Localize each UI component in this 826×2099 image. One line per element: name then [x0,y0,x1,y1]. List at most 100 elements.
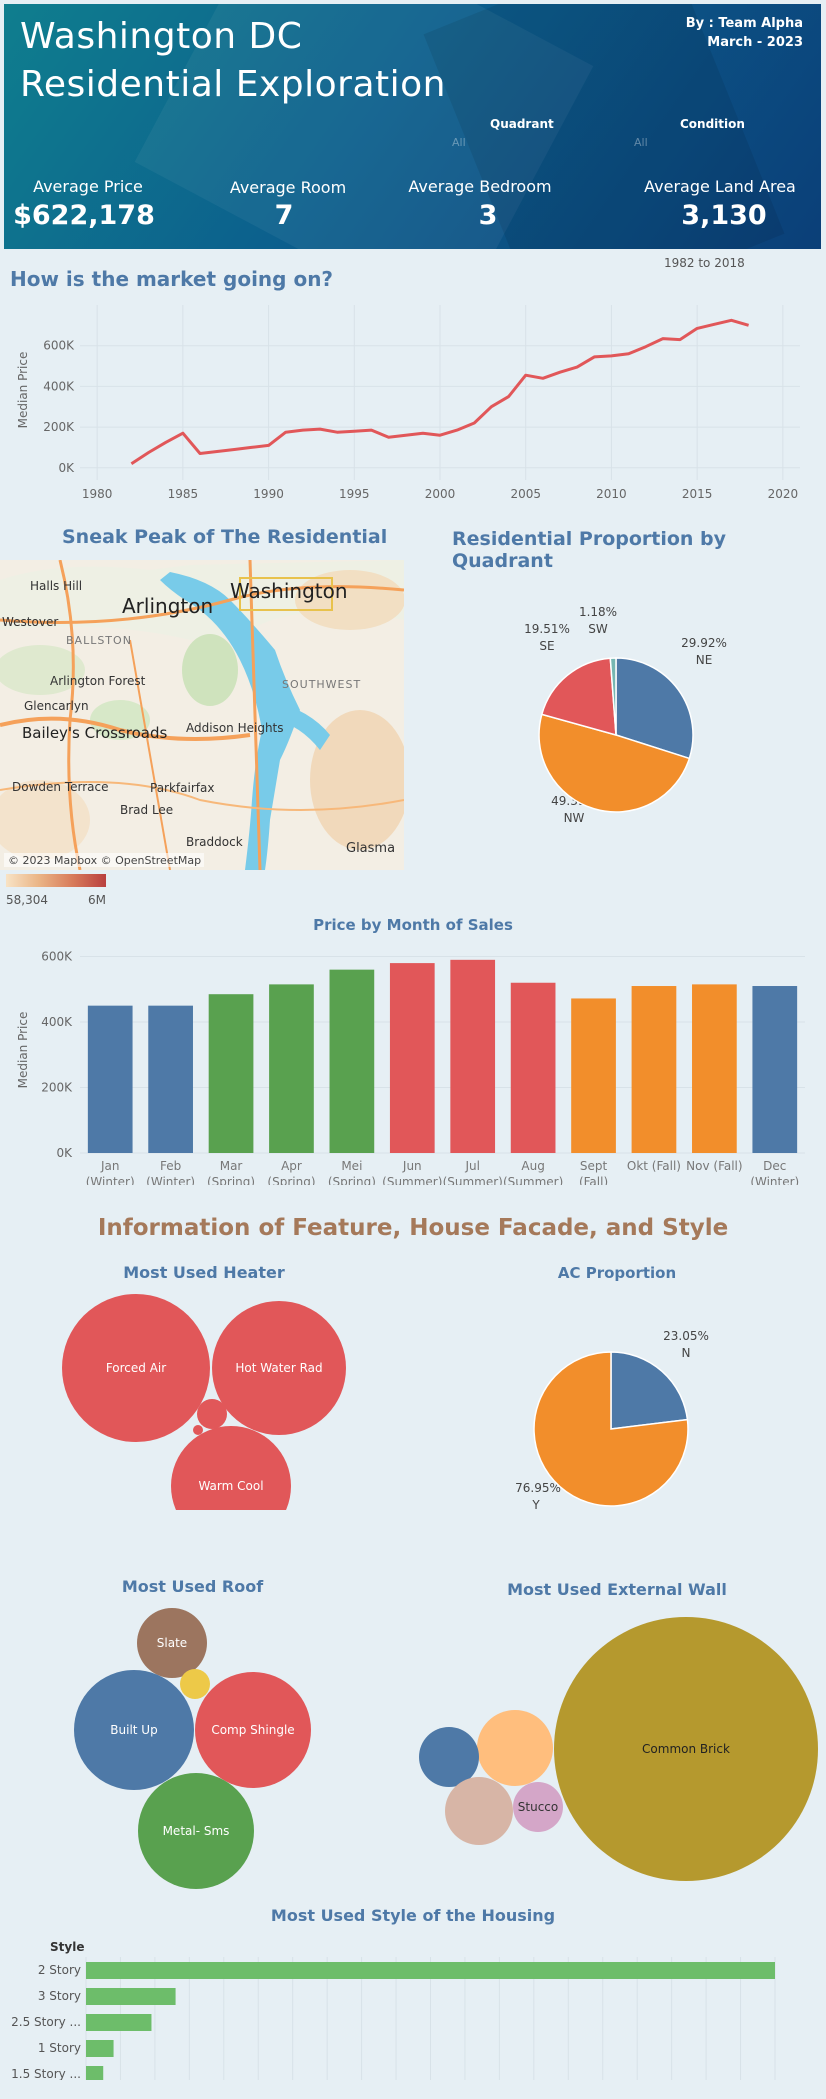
median-price-line[interactable] [130,318,750,465]
ac-slice-n[interactable] [610,1351,689,1430]
bubble-hot-water-rad[interactable] [212,1301,346,1435]
line-point[interactable] [455,428,460,433]
line-point[interactable] [472,421,477,426]
month-bar[interactable] [87,1005,133,1153]
style-bar[interactable] [86,2014,152,2031]
bubble-warm-cool[interactable] [171,1426,291,1510]
bubble-heater-small-2[interactable] [193,1425,203,1435]
line-point[interactable] [420,431,425,436]
bubble-built-up[interactable] [74,1670,194,1790]
month-bar[interactable] [571,998,616,1153]
line-point[interactable] [146,450,151,455]
year-range-label[interactable]: 1982 to 2018 [664,256,745,270]
line-point[interactable] [729,318,734,323]
line-point[interactable] [300,428,305,433]
residential-map[interactable]: Washington Arlington Halls Hill Westover… [0,560,404,870]
filter-quadrant-dropdown[interactable]: All [452,136,466,149]
line-point[interactable] [215,449,220,454]
line-point[interactable] [626,351,631,356]
map-label-braddock: Braddock [186,835,243,849]
line-point[interactable] [660,336,665,341]
bubble-slate[interactable] [137,1608,207,1678]
line-point[interactable] [180,431,185,436]
line-point[interactable] [232,447,237,452]
line-point[interactable] [369,428,374,433]
map-label-parkfairfax: Parkfairfax [150,781,214,795]
pie-label-ne-name: NE [696,653,713,667]
map-title: Sneak Peak of The Residential [62,526,388,548]
style-bar[interactable] [86,2040,114,2057]
ac-slice-y[interactable] [533,1351,689,1507]
line-point[interactable] [746,323,751,328]
style-bar[interactable] [86,1962,775,1979]
quadrant-slice-nw[interactable] [538,713,691,813]
bubble-roof-small[interactable] [180,1669,210,1699]
line-point[interactable] [712,322,717,327]
quadrant-slice-sw[interactable] [609,657,617,736]
line-point[interactable] [609,353,614,358]
ac-label-n-name: N [682,1346,691,1360]
month-bar[interactable] [450,959,496,1153]
style-bar[interactable] [86,2066,104,2080]
line-point[interactable] [266,443,271,448]
author-label: By : Team Alpha [685,16,803,31]
bubble-wall-tan[interactable] [445,1777,513,1845]
month-bar[interactable] [389,963,435,1153]
line-point[interactable] [678,337,683,342]
bubble-heater-small-1[interactable] [197,1399,227,1429]
month-bar[interactable] [752,986,798,1153]
line-point[interactable] [695,326,700,331]
filter-condition-dropdown[interactable]: All [634,136,648,149]
month-bar[interactable] [208,994,254,1153]
style-bar[interactable] [86,1988,176,2005]
month-bar[interactable] [329,969,375,1153]
month-bar[interactable] [631,986,677,1153]
line-point[interactable] [558,370,563,375]
line-point[interactable] [129,461,134,466]
quadrant-slice-se[interactable] [540,657,617,737]
month-bar[interactable] [148,1005,193,1153]
bubble-wall-orange[interactable] [477,1710,553,1786]
bubble-comp-shingle[interactable] [195,1672,311,1788]
line-point[interactable] [643,344,648,349]
month-bar[interactable] [692,984,737,1153]
line-point[interactable] [575,365,580,370]
line-point[interactable] [283,430,288,435]
line-chart-xtick: 1985 [168,487,199,501]
line-point[interactable] [438,433,443,438]
month-bar[interactable] [510,982,556,1153]
line-point[interactable] [198,451,203,456]
line-point[interactable] [352,429,357,434]
line-point[interactable] [318,427,323,432]
bubble-metal-sms[interactable] [138,1773,254,1889]
line-point[interactable] [489,404,494,409]
style-row-label: 2 Story [38,1963,81,1977]
line-chart-xtick: 2015 [682,487,713,501]
kpi-average-land-area-value: 3,130 [681,200,767,231]
line-point[interactable] [163,440,168,445]
bubble-wall-blue[interactable] [419,1727,479,1787]
line-point[interactable] [403,433,408,438]
month-bar[interactable] [269,984,314,1153]
line-point[interactable] [523,373,528,378]
line-point[interactable] [335,430,340,435]
bubble-common-brick[interactable] [554,1617,818,1881]
line-point[interactable] [506,394,511,399]
pie-label-se-name: SE [539,639,554,653]
heater-title: Most Used Heater [123,1263,285,1282]
line-chart-ytick: 200K [43,420,75,434]
line-point[interactable] [249,445,254,450]
style-row-label: 1.5 Story ... [11,2067,81,2080]
bubble-stucco[interactable] [513,1782,563,1832]
line-point[interactable] [386,435,391,440]
month-chart-title: Price by Month of Sales [313,916,513,934]
month-xtick: Aug [521,1159,544,1173]
month-chart-ytick: 0K [56,1146,73,1160]
line-point[interactable] [540,376,545,381]
quadrant-slice-ne[interactable] [615,657,694,760]
bubble-forced-air[interactable] [62,1294,210,1442]
line-point[interactable] [592,354,597,359]
bubble-label-slate: Slate [157,1636,187,1650]
kpi-average-price-value: $622,178 [13,200,155,231]
month-xtick-season: (Fall) [579,1175,608,1185]
